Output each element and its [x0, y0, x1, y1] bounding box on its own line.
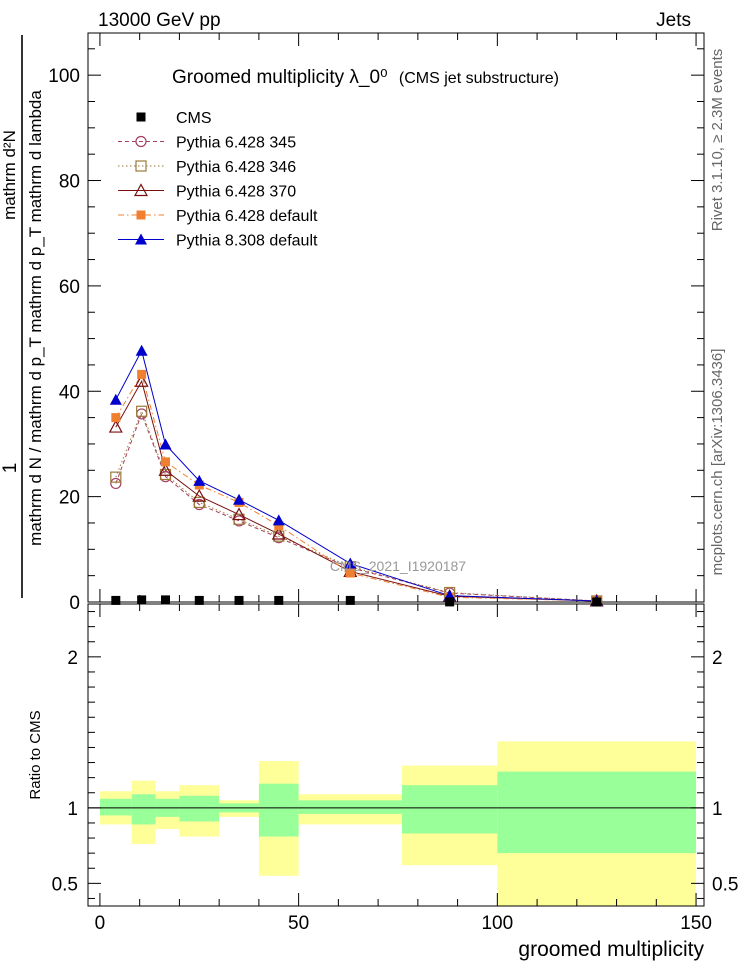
data-point-cms: [194, 595, 204, 605]
chart-title-note: (CMS jet substructure): [399, 70, 559, 87]
data-point-cms: [111, 595, 121, 605]
data-point-pythia-8-308-default: [193, 474, 206, 486]
legend-entry-pythia-6-428-default: Pythia 6.428 default: [118, 208, 318, 225]
legend-marker: [135, 233, 147, 245]
data-point-cms: [137, 595, 147, 605]
ratio-band-green: [179, 795, 220, 822]
data-point-pythia-6-428-370: [134, 373, 149, 387]
data-point-pythia-8-308-default: [135, 344, 148, 356]
data-point-pythia-6-428-370: [232, 507, 247, 521]
data-point-pythia-6-428-370: [192, 488, 207, 502]
ratio-tick-label-left: 0.5: [52, 874, 78, 895]
x-axis-label: groomed multiplicity: [518, 938, 704, 961]
y-axis-label: 1 mathrm d²N mathrm d N / mathrm d p_T m…: [0, 35, 45, 598]
legend: CMS Pythia 6.428 345 Pythia 6.428 346 Pythi…: [118, 110, 318, 250]
data-point-pythia-6-428-default: [160, 457, 170, 467]
x-tick-label: 0: [95, 913, 106, 934]
ratio-band-green: [99, 798, 132, 816]
data-point-pythia-8-308-default: [344, 557, 357, 569]
ratio-tick-label-left: 1: [67, 799, 78, 820]
y-axis-label-denominator: mathrm d N / mathrm d p_T mathrm d p_T m…: [26, 90, 45, 546]
y-tick-label: 80: [59, 172, 80, 193]
legend-marker: [136, 210, 146, 220]
ratio-y-axis-label: Ratio to CMS: [27, 710, 44, 799]
legend-marker: [133, 183, 149, 197]
x-tick-label: 150: [680, 913, 712, 934]
data-point-pythia-6-428-default: [111, 413, 121, 423]
ratio-tick-label-right: 0.5: [712, 874, 738, 895]
data-point-pythia-8-308-default: [109, 393, 122, 405]
header-process-label: Jets: [656, 10, 691, 31]
y-axis-label-top: 1: [0, 463, 21, 474]
data-point-pythia-6-428-default: [137, 369, 147, 379]
rivet-info-label: Rivet 3.1.10, ≥ 2.3M events: [709, 49, 726, 232]
ratio-plot: 0.5 0.5 1 1 2 2 Ratio to CMS: [27, 603, 738, 907]
data-point-cms: [160, 595, 170, 605]
x-axis-tick-labels: 0 50 100 150: [95, 913, 712, 934]
ratio-band-green: [497, 771, 697, 854]
ratio-axis-ticks: 0.5 0.5 1 1 2 2: [52, 604, 738, 906]
data-point-pythia-6-428-346: [193, 496, 205, 509]
legend-marker: [135, 135, 147, 148]
y-tick-label: 100: [48, 66, 80, 87]
mcplots-info-label: mcplots.cern.ch [arXiv:1306.3436]: [709, 349, 726, 576]
main-plot-frame: [87, 32, 705, 603]
ratio-tick-label-right: 2: [712, 648, 723, 669]
y-axis-label-numerator: mathrm d²N: [0, 130, 19, 220]
data-point-cms: [345, 595, 355, 605]
x-tick-label: 100: [481, 913, 513, 934]
data-point-pythia-6-428-346: [136, 405, 148, 417]
data-point-cms: [274, 595, 284, 605]
header-collision-label: 13000 GeV pp: [98, 10, 221, 31]
y-tick-label: 60: [59, 277, 80, 298]
ratio-band-green: [131, 794, 156, 825]
main-axis-ticks: 0 20 40 60 80 100: [48, 33, 704, 614]
legend-entry-pythia-6-428-346: Pythia 6.428 346: [118, 159, 296, 176]
ratio-band-green: [258, 783, 299, 837]
chart-title: Groomed multiplicity λ_0⁰ (CMS jet subst…: [172, 67, 559, 88]
y-tick-label: 0: [69, 593, 80, 614]
data-point-cms: [592, 597, 602, 607]
ratio-tick-label-right: 1: [712, 799, 723, 820]
legend-entry-cms: CMS: [136, 110, 212, 127]
legend-entry-pythia-8-308-default: Pythia 8.308 default: [118, 233, 318, 250]
data-point-pythia-6-428-default: [345, 568, 355, 578]
data-point-pythia-6-428-370: [158, 463, 173, 476]
ratio-plot-frame: [87, 603, 705, 907]
legend-label: Pythia 6.428 346: [176, 159, 296, 176]
legend-label: Pythia 6.428 370: [176, 184, 296, 201]
analysis-watermark: CMS_2021_I1920187: [330, 558, 466, 574]
data-point-pythia-6-428-370: [108, 419, 123, 433]
ratio-band-green: [401, 785, 498, 834]
ratio-uncertainty-bands: [99, 741, 697, 906]
main-series-markers: [108, 344, 604, 607]
legend-marker: [135, 160, 147, 172]
legend-marker: [136, 112, 146, 122]
ratio-tick-label-left: 2: [67, 648, 78, 669]
ratio-band-green: [298, 800, 402, 814]
data-point-pythia-6-428-345: [110, 477, 122, 490]
data-point-cms: [234, 595, 244, 605]
legend-label: Pythia 8.308 default: [176, 233, 318, 250]
data-point-cms: [445, 597, 455, 607]
legend-entry-pythia-6-428-370: Pythia 6.428 370: [118, 183, 296, 201]
data-point-pythia-6-428-346: [110, 471, 122, 483]
legend-label: Pythia 6.428 345: [176, 135, 296, 152]
legend-label: Pythia 6.428 default: [176, 208, 318, 225]
data-point-pythia-8-308-default: [233, 493, 246, 505]
data-point-pythia-8-308-default: [159, 438, 172, 450]
chart-title-main: Groomed multiplicity λ_0⁰: [172, 67, 388, 88]
data-point-pythia-8-308-default: [272, 514, 285, 526]
data-point-pythia-6-428-370: [271, 526, 286, 540]
legend-entry-pythia-6-428-345: Pythia 6.428 345: [118, 135, 296, 152]
x-tick-label: 50: [288, 913, 309, 934]
legend-label: CMS: [176, 110, 212, 127]
main-plot: 0 20 40 60 80 100 CMS_2021_I1920187 Groomed m…: [48, 32, 705, 614]
y-tick-label: 40: [59, 382, 80, 403]
data-point-pythia-6-428-default: [274, 521, 284, 531]
data-point-pythia-6-428-345: [136, 408, 148, 420]
y-tick-label: 20: [59, 488, 80, 509]
